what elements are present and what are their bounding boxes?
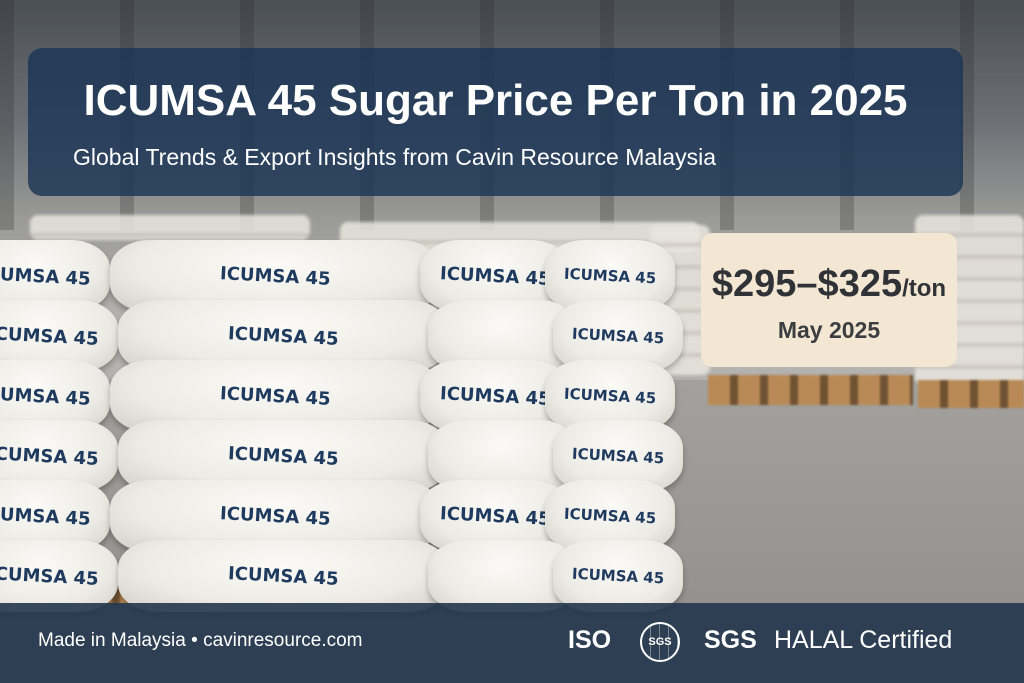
iso-badge: ISO xyxy=(568,626,612,654)
page-title: ICUMSA 45 Sugar Price Per Ton in 2025 xyxy=(83,76,908,125)
price-card: $295–$325/ton May 2025 xyxy=(701,233,957,367)
sugar-bag: ICUMSA 45 xyxy=(0,540,118,612)
price-range: $295–$325 xyxy=(711,263,903,305)
bag-label: ICUMSA 45 xyxy=(571,444,665,468)
sgs-globe-icon: SGS xyxy=(640,622,680,662)
bag-label: ICUMSA 45 xyxy=(439,262,551,290)
origin-text: Made in Malaysia xyxy=(38,630,186,651)
bag-label: ICUMSA 45 xyxy=(439,502,551,530)
background-pallet xyxy=(918,380,1024,408)
sgs-logo-text: SGS xyxy=(648,636,672,648)
bag-label: ICUMSA 45 xyxy=(0,442,99,470)
bag-label: ICUMSA 45 xyxy=(0,262,91,290)
bag-label: ICUMSA 45 xyxy=(563,384,657,408)
background-sugar-stack xyxy=(30,215,310,240)
sugar-bag: ICUMSA 45 xyxy=(553,540,683,612)
background-pallet xyxy=(708,375,913,405)
bag-label: ICUMSA 45 xyxy=(227,322,339,350)
price-range-line: $295–$325/ton xyxy=(701,263,957,306)
bag-label: ICUMSA 45 xyxy=(563,264,657,288)
footer-bar: Made in Malaysia • cavinresource.com ISO… xyxy=(0,603,1024,683)
bag-label: ICUMSA 45 xyxy=(0,382,91,410)
bag-label: ICUMSA 45 xyxy=(439,382,551,410)
sugar-bag-stack: ICUMSA 45 ICUMSA 45 ICUMSA 45 ICUMSA 45 ICUM… xyxy=(0,225,690,615)
footer-origin: Made in Malaysia • cavinresource.com xyxy=(38,630,363,652)
title-panel: ICUMSA 45 Sugar Price Per Ton in 2025 Gl… xyxy=(28,48,963,196)
bag-label: ICUMSA 45 xyxy=(0,562,99,590)
bag-label: ICUMSA 45 xyxy=(571,324,665,348)
sugar-bag: ICUMSA 45 xyxy=(118,540,448,612)
bag-label: ICUMSA 45 xyxy=(227,442,339,470)
bag-label: ICUMSA 45 xyxy=(0,322,99,350)
bag-label: ICUMSA 45 xyxy=(227,562,339,590)
bag-label: ICUMSA 45 xyxy=(219,382,331,410)
bag-label: ICUMSA 45 xyxy=(563,504,657,528)
bag-label: ICUMSA 45 xyxy=(219,502,331,530)
price-date: May 2025 xyxy=(777,317,881,343)
bag-label: ICUMSA 45 xyxy=(0,502,91,530)
price-unit: /ton xyxy=(902,275,947,302)
sgs-badge: SGS xyxy=(704,626,757,654)
bag-label: ICUMSA 45 xyxy=(219,262,331,290)
separator-dot: • xyxy=(191,630,198,651)
bag-label: ICUMSA 45 xyxy=(571,564,665,588)
subtitle: Global Trends & Export Insights from Cav… xyxy=(73,144,716,170)
halal-badge: HALAL Certified xyxy=(774,626,953,654)
website-link[interactable]: cavinresource.com xyxy=(203,630,363,651)
